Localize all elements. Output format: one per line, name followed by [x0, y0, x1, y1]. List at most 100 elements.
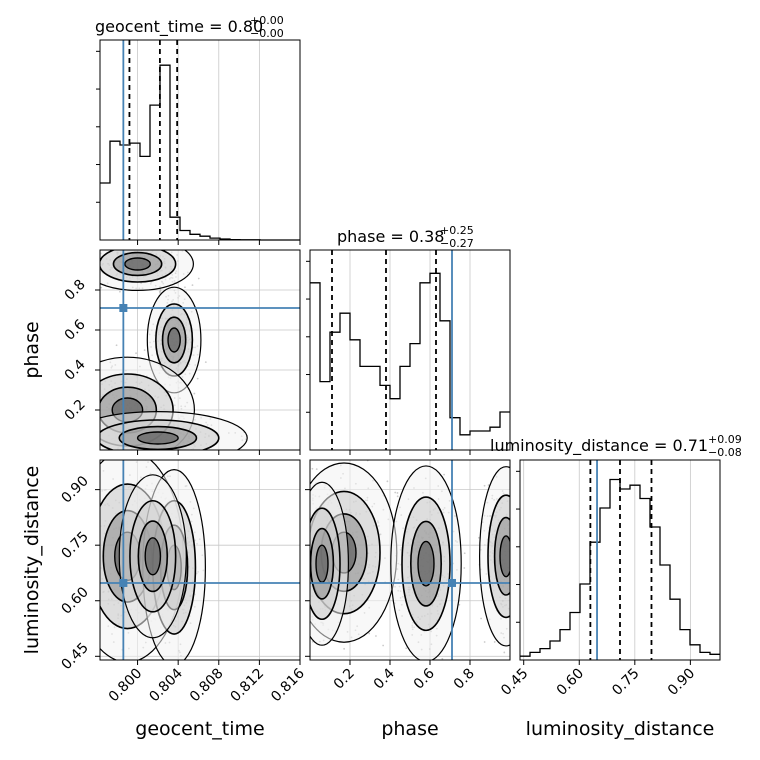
sample-point — [140, 456, 142, 458]
sample-point — [98, 553, 100, 555]
sample-point — [170, 234, 172, 236]
sample-point — [290, 547, 292, 549]
sample-point — [282, 547, 284, 549]
sample-point — [514, 565, 516, 567]
sample-point — [184, 669, 186, 671]
sample-point — [48, 416, 50, 418]
sample-point — [97, 423, 99, 425]
sample-point — [52, 379, 54, 381]
sample-point — [196, 377, 199, 380]
sample-point — [169, 453, 171, 455]
sample-point — [368, 632, 371, 635]
sample-point — [520, 553, 522, 555]
sample-point — [305, 496, 307, 498]
sample-point — [88, 446, 90, 448]
sample-point — [527, 526, 529, 528]
sample-point — [297, 558, 299, 560]
sample-point — [307, 549, 309, 551]
sample-point — [83, 416, 85, 418]
sample-point — [86, 420, 88, 422]
sample-point — [92, 272, 94, 274]
sample-point — [305, 605, 307, 607]
sample-point — [511, 548, 513, 550]
sample-point — [88, 560, 90, 562]
sample-point — [301, 585, 303, 587]
density-contour — [124, 257, 151, 271]
sample-point — [85, 525, 87, 527]
sample-point — [143, 349, 146, 352]
sample-point — [86, 426, 88, 428]
sample-point — [83, 423, 85, 425]
sample-point — [528, 557, 530, 559]
sample-point — [534, 589, 536, 591]
sample-point — [308, 595, 310, 597]
sample-point — [159, 288, 162, 291]
sample-point — [513, 512, 515, 514]
panel-border — [519, 459, 721, 661]
sample-point — [297, 629, 299, 631]
sample-point — [513, 561, 515, 563]
sample-point — [114, 456, 116, 458]
sample-point — [71, 449, 73, 451]
sample-point — [302, 515, 304, 517]
sample-point — [517, 592, 519, 594]
phase-title: phase = 0.38 — [337, 227, 444, 246]
sample-point — [386, 480, 389, 483]
sample-point — [514, 576, 516, 578]
sample-point — [96, 606, 98, 608]
sample-point — [302, 568, 304, 570]
sample-point — [517, 598, 519, 600]
sample-point — [512, 537, 514, 539]
sample-point — [297, 574, 299, 576]
sample-point — [511, 536, 513, 538]
sample-point — [85, 261, 87, 263]
sample-point — [227, 454, 229, 456]
sample-point — [297, 574, 299, 576]
sample-point — [483, 641, 486, 643]
sample-point — [91, 423, 93, 425]
sample-point — [138, 452, 140, 454]
sample-point — [521, 600, 523, 602]
sample-point — [97, 546, 99, 548]
sample-point — [306, 597, 308, 599]
sample-point — [93, 478, 95, 480]
sample-point — [87, 436, 89, 438]
sample-point — [187, 451, 189, 453]
sample-point — [513, 545, 515, 547]
density-contour — [417, 540, 435, 587]
sample-point — [532, 605, 534, 607]
sample-point — [188, 452, 190, 454]
sample-point — [304, 570, 306, 572]
hist-panel-phase — [306, 249, 511, 455]
sample-point — [152, 244, 154, 246]
x-tick-label: 0.45 — [498, 666, 531, 699]
sample-point — [307, 577, 309, 579]
sample-point — [303, 525, 305, 527]
sample-point — [297, 635, 299, 637]
sample-point — [515, 540, 517, 542]
sample-point — [95, 474, 97, 476]
sample-point — [515, 552, 517, 554]
sample-point — [195, 458, 197, 460]
sample-point — [78, 420, 80, 422]
sample-point — [512, 506, 514, 508]
sample-point — [117, 452, 119, 454]
panel-border — [309, 249, 511, 451]
sample-point — [480, 617, 483, 620]
sample-point — [375, 635, 377, 637]
sample-point — [521, 532, 523, 534]
sample-point — [159, 662, 161, 664]
panel-border — [99, 249, 301, 451]
sample-point — [411, 663, 413, 665]
sample-point — [515, 534, 517, 536]
sample-point — [513, 505, 515, 507]
x-tick-label: 0.800 — [106, 666, 146, 706]
sample-point — [443, 473, 445, 476]
sample-point — [315, 468, 318, 471]
sample-point — [63, 389, 65, 391]
x-tick-label: 0.8 — [451, 666, 478, 693]
sample-point — [303, 519, 305, 521]
sample-point — [86, 431, 88, 433]
sample-point — [158, 455, 160, 457]
sample-point — [514, 600, 516, 602]
